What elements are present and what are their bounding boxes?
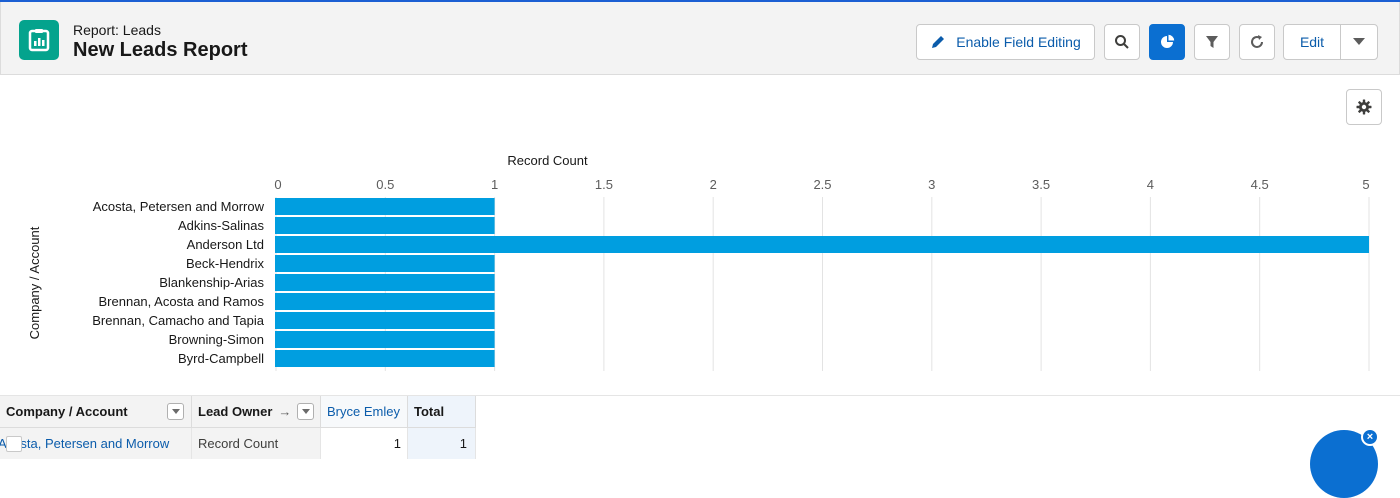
column-menu-dropdown-icon[interactable] bbox=[297, 403, 314, 420]
column-header-total: Total bbox=[408, 396, 476, 428]
refresh-button[interactable] bbox=[1239, 24, 1275, 60]
x-tick-label: 5 bbox=[1362, 177, 1369, 192]
row-checkbox[interactable] bbox=[6, 436, 22, 452]
column-header-lead-owner[interactable]: Lead Owner → bbox=[192, 396, 321, 428]
bar-chart: Record Count Company / Account 0 0.5 1 1.5 2… bbox=[27, 153, 1370, 371]
y-category-label: Beck-Hendrix bbox=[186, 256, 265, 271]
edit-button[interactable]: Edit bbox=[1283, 24, 1341, 60]
x-tick-label: 0.5 bbox=[376, 177, 394, 192]
close-icon[interactable]: × bbox=[1361, 428, 1379, 446]
x-tick-label: 2 bbox=[710, 177, 717, 192]
y-category-label: Adkins-Salinas bbox=[178, 218, 264, 233]
bar[interactable] bbox=[275, 217, 495, 234]
search-icon bbox=[1115, 35, 1129, 49]
more-actions-button[interactable] bbox=[1340, 24, 1378, 60]
bar[interactable] bbox=[275, 236, 1369, 253]
bar[interactable] bbox=[275, 293, 495, 310]
chart-settings-button[interactable] bbox=[1346, 89, 1382, 125]
bar[interactable] bbox=[275, 255, 495, 272]
search-button[interactable] bbox=[1104, 24, 1140, 60]
y-axis-title: Company / Account bbox=[27, 226, 42, 339]
row-company-label[interactable]: Acosta, Petersen and Morrow bbox=[0, 436, 170, 451]
refresh-icon bbox=[1251, 35, 1263, 48]
column-menu-dropdown-icon[interactable] bbox=[167, 403, 184, 420]
x-axis-title: Record Count bbox=[507, 153, 588, 168]
gear-icon bbox=[1356, 99, 1372, 115]
bar[interactable] bbox=[275, 350, 495, 367]
y-category-label: Acosta, Petersen and Morrow bbox=[93, 199, 265, 214]
y-category-label: Brennan, Acosta and Ramos bbox=[99, 294, 265, 309]
x-tick-label: 2.5 bbox=[813, 177, 831, 192]
row-measure-label: Record Count bbox=[192, 428, 321, 459]
pie-chart-icon bbox=[1161, 34, 1175, 48]
filter-icon bbox=[1206, 36, 1218, 48]
x-tick-label: 4.5 bbox=[1251, 177, 1269, 192]
column-header-lead-owner-label: Lead Owner bbox=[198, 404, 273, 419]
column-header-company-label: Company / Account bbox=[6, 404, 128, 419]
page-title: New Leads Report bbox=[73, 39, 248, 61]
report-table: Company / Account Lead Owner → Bryce Eml… bbox=[0, 395, 1400, 459]
chevron-down-icon bbox=[1353, 38, 1365, 45]
report-icon bbox=[19, 20, 59, 60]
bar[interactable] bbox=[275, 312, 495, 329]
x-tick-label: 3 bbox=[928, 177, 935, 192]
y-category-label: Byrd-Campbell bbox=[178, 351, 264, 366]
report-type-label: Report: Leads bbox=[73, 22, 161, 38]
column-header-company[interactable]: Company / Account bbox=[0, 396, 192, 428]
x-tick-label: 4 bbox=[1147, 177, 1154, 192]
column-header-bryce-emley[interactable]: Bryce Emley bbox=[321, 396, 408, 428]
x-tick-label: 1 bbox=[491, 177, 498, 192]
x-tick-label: 0 bbox=[274, 177, 281, 192]
report-header: Report: Leads New Leads Report Enable Fi… bbox=[0, 2, 1400, 75]
bar[interactable] bbox=[275, 331, 495, 348]
row-bryce-value: 1 bbox=[321, 428, 408, 459]
bar[interactable] bbox=[275, 198, 495, 215]
filter-button[interactable] bbox=[1194, 24, 1230, 60]
bar[interactable] bbox=[275, 274, 495, 291]
y-category-label: Anderson Ltd bbox=[187, 237, 264, 252]
y-category-label: Brennan, Camacho and Tapia bbox=[92, 313, 265, 328]
y-category-label: Browning-Simon bbox=[169, 332, 264, 347]
enable-field-editing-button[interactable]: Enable Field Editing bbox=[916, 24, 1095, 60]
enable-field-editing-label: Enable Field Editing bbox=[956, 34, 1081, 50]
row-company-link[interactable]: Acosta, Petersen and Morrow bbox=[0, 428, 192, 459]
y-category-label: Blankenship-Arias bbox=[159, 275, 264, 290]
arrow-right-icon: → bbox=[278, 404, 292, 419]
row-total-value: 1 bbox=[408, 428, 476, 459]
pencil-icon bbox=[932, 36, 945, 48]
top-accent-line bbox=[0, 0, 1400, 2]
x-tick-label: 1.5 bbox=[595, 177, 613, 192]
x-tick-label: 3.5 bbox=[1032, 177, 1050, 192]
toggle-chart-button[interactable] bbox=[1149, 24, 1185, 60]
